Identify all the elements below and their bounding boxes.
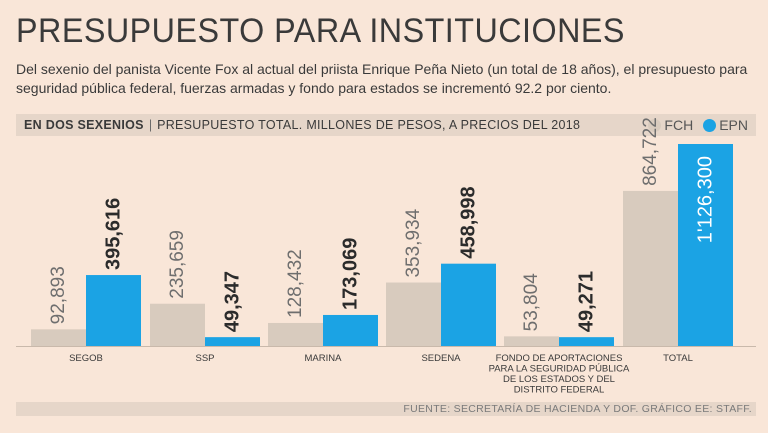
bar-fch-4 — [504, 336, 559, 346]
bar-epn-3 — [441, 263, 496, 346]
category-label-4-line-3: DISTRITO FEDERAL — [514, 385, 605, 396]
chart-header-description: PRESUPUESTO TOTAL. MILLONES DE PESOS, A … — [157, 118, 581, 132]
source-credit: FUENTE: SECRETARÍA DE HACIENDA Y DOF. GR… — [403, 403, 752, 415]
category-label-1: SSP — [195, 353, 214, 364]
legend-item-fch: FCH — [648, 117, 693, 133]
value-label-fch-1: 235,659 — [167, 230, 188, 299]
value-label-fch-0: 92,893 — [48, 266, 69, 324]
page-subtitle: Del sexenio del panista Vicente Fox al a… — [16, 61, 748, 96]
value-label-fch-3: 353,934 — [403, 208, 424, 277]
bar-fch-3 — [386, 282, 441, 346]
legend-item-epn: EPN — [703, 117, 748, 133]
category-label-4-line-1: PARA LA SEGURIDAD PÚBLICA — [489, 364, 630, 375]
bar-epn-0 — [86, 275, 141, 346]
page-title: PRESUPUESTO PARA INSTITUCIONES — [16, 12, 625, 50]
value-label-epn-0: 395,616 — [103, 198, 125, 270]
value-label-epn-2: 173,069 — [340, 238, 362, 310]
bar-epn-2 — [323, 314, 378, 346]
category-label-2: MARINA — [305, 353, 343, 364]
bar-epn-1 — [205, 337, 260, 346]
chart-legend: FCH EPN — [638, 114, 748, 136]
legend-swatch-fch — [648, 118, 662, 132]
chart-header-label: EN DOS SEXENIOS — [24, 118, 144, 132]
bar-epn-5 — [678, 144, 733, 346]
value-label-fch-5: 864,722 — [640, 117, 661, 186]
bar-fch-5 — [623, 190, 678, 346]
bar-fch-2 — [268, 322, 323, 346]
legend-swatch-epn — [703, 118, 717, 132]
value-label-epn-4: 49,271 — [576, 271, 598, 332]
footer-bar: FUENTE: SECRETARÍA DE HACIENDA Y DOF. GR… — [16, 402, 756, 416]
value-label-fch-4: 53,804 — [521, 273, 542, 332]
bar-fch-1 — [150, 303, 205, 346]
bar-fch-0 — [31, 329, 86, 346]
bar-epn-4 — [559, 337, 614, 346]
chart-header-bar: EN DOS SEXENIOS | PRESUPUESTO TOTAL. MIL… — [16, 114, 756, 136]
category-label-4-line-0: FONDO DE APORTACIONES — [496, 353, 623, 364]
value-label-epn-1: 49,347 — [222, 271, 244, 332]
category-label-0: SEGOB — [69, 353, 103, 364]
legend-label-epn: EPN — [719, 117, 748, 133]
category-label-5: TOTAL — [663, 353, 693, 364]
category-label-3: SEDENA — [421, 353, 461, 364]
value-label-fch-2: 128,432 — [285, 249, 306, 318]
category-label-4-line-2: DE LOS ESTADOS Y DEL — [503, 374, 615, 385]
legend-label-fch: FCH — [664, 117, 694, 133]
value-label-epn-5: 1'126,300 — [695, 156, 717, 243]
chart-header-separator: | — [148, 118, 153, 132]
value-label-epn-3: 458,998 — [458, 186, 480, 258]
